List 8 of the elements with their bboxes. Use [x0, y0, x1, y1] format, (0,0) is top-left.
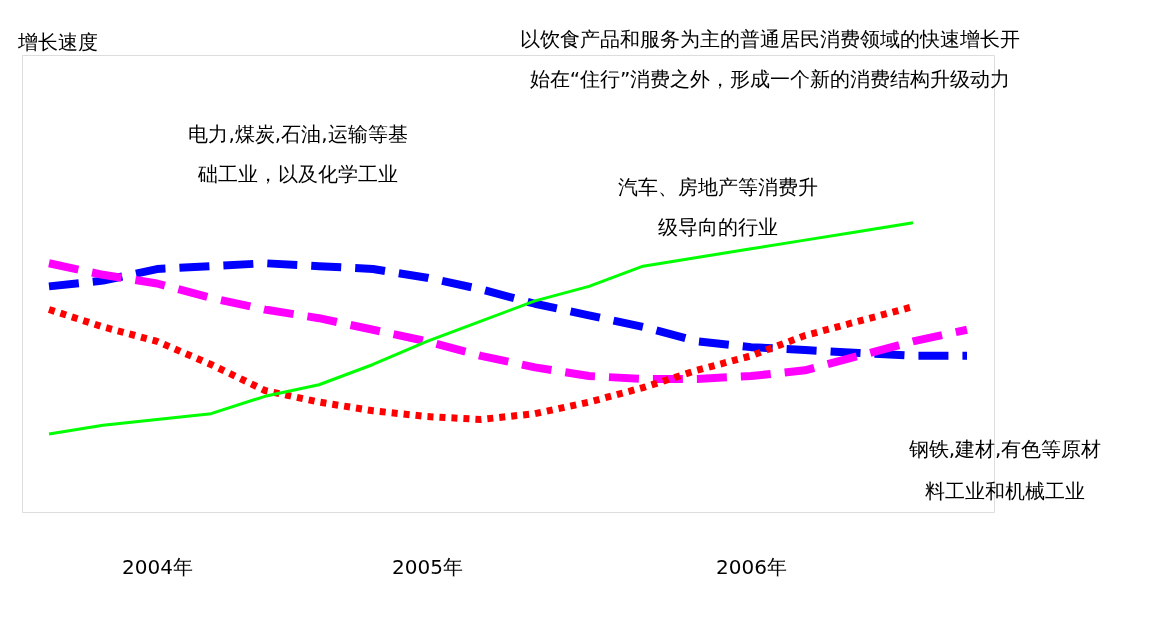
text: 增长速度: [17, 30, 98, 54]
annotation: 汽车、房地产等消费升级导向的行业: [618, 175, 818, 239]
text: 电力,煤炭,石油,运输等基础工业，以及化学工业: [188, 122, 408, 186]
x-tick-label: 2004年: [122, 554, 193, 579]
x-tick-label: 2006年: [716, 554, 787, 579]
annotation: 钢铁,建材,有色等原材料工业和机械工业: [907, 437, 1102, 503]
x-tick-label: 2005年: [392, 554, 463, 579]
text: 以饮食产品和服务为主的普通居民消费领域的快速增长开始在“住行”消费之外，形成一个新的消费结构升级动力: [520, 27, 1020, 91]
